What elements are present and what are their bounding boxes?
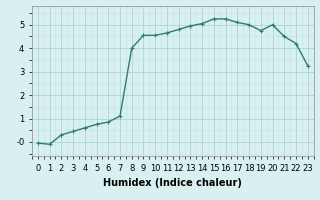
X-axis label: Humidex (Indice chaleur): Humidex (Indice chaleur): [103, 178, 242, 188]
